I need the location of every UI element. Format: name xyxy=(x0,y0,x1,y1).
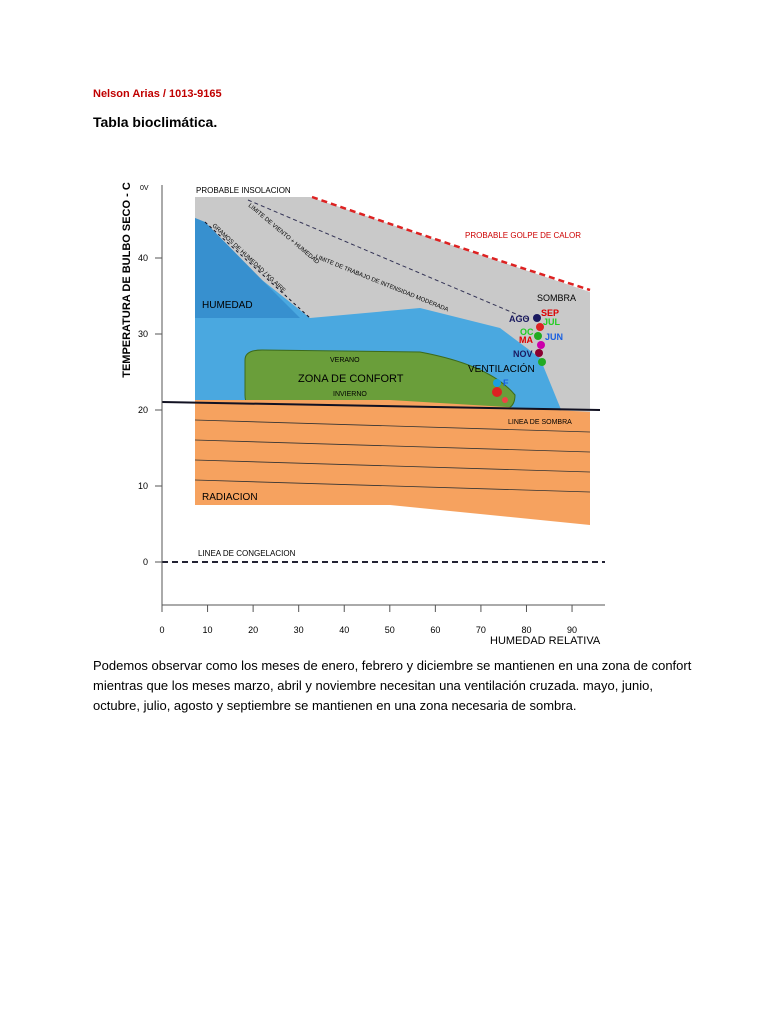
zone: LINEA DE CONGELACION xyxy=(198,549,296,558)
x-tick-label: 60 xyxy=(430,625,440,635)
zone: VERANO xyxy=(330,357,360,364)
zone: LINEA DE SOMBRA xyxy=(508,419,572,426)
x-tick-label: 40 xyxy=(339,625,349,635)
zone: VENTILACIÓN xyxy=(468,362,535,375)
figure: TEMPERATURA DE BULBO SECO - C 0V HUMEDAD… xyxy=(121,182,605,647)
x-tick-label: 30 xyxy=(294,625,304,635)
y-tick-label: 20 xyxy=(138,405,148,415)
month: JUN xyxy=(545,332,563,342)
zone: PROBABLE GOLPE DE CALOR xyxy=(465,231,581,240)
month: F xyxy=(503,378,509,388)
y-label: TEMPERATURA DE BULBO SECO - C xyxy=(121,182,133,378)
y-tick-label: 10 xyxy=(138,481,148,491)
month: NOV xyxy=(513,349,533,359)
author: Nelson Arias / 1013-9165 xyxy=(93,88,222,100)
month: MA xyxy=(519,335,533,345)
doc-title: Tabla bioclimática. xyxy=(93,114,218,130)
y-top: 0V xyxy=(140,185,149,192)
heat-line xyxy=(311,195,591,292)
x-tick-label: 10 xyxy=(203,625,213,635)
month: AGO xyxy=(509,314,530,324)
y-tick-label: 40 xyxy=(138,253,148,263)
x-label: HUMEDAD RELATIVA xyxy=(490,635,601,647)
wind-line xyxy=(247,199,531,321)
y-tick-label: 30 xyxy=(138,329,148,339)
zone: RADIACION xyxy=(202,492,258,503)
x-tick-label: 70 xyxy=(476,625,486,635)
humidity-dark xyxy=(195,218,300,318)
radiation-zone xyxy=(195,400,590,525)
zone: INVIERNO xyxy=(333,391,367,398)
zone: ZONA DE CONFORT xyxy=(298,373,404,385)
zone: PROBABLE INSOLACION xyxy=(196,186,291,195)
shade-line xyxy=(161,401,601,411)
x-tick-label: 20 xyxy=(248,625,258,635)
month: OC xyxy=(520,327,534,337)
x-tick-label: 90 xyxy=(567,625,577,635)
y-tick-label: 0 xyxy=(143,557,148,567)
month-markers xyxy=(492,314,546,403)
zone: SOMBRA xyxy=(537,293,576,303)
x-tick-label: 80 xyxy=(521,625,531,635)
month: SEP xyxy=(541,308,559,318)
x-tick-label: 0 xyxy=(159,625,164,635)
zone: HUMEDAD xyxy=(202,300,253,311)
month: JUL xyxy=(543,317,561,327)
radiation-lines xyxy=(194,419,591,493)
paragraph: Podemos observar como los meses de enero… xyxy=(93,658,692,713)
x-tick-label: 50 xyxy=(385,625,395,635)
